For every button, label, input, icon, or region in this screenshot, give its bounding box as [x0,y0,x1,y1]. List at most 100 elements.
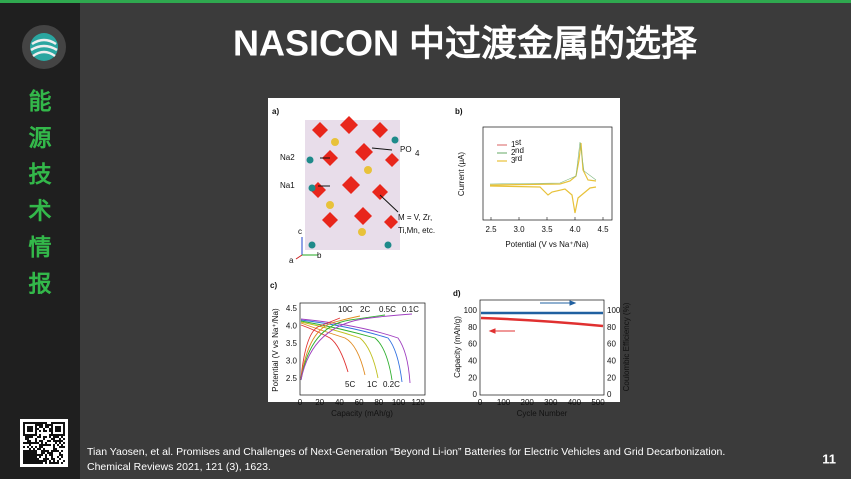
tick-label: 400 [568,398,582,407]
tick-label: 20 [468,373,477,382]
qr-module [35,462,37,464]
qr-module [49,440,51,442]
tick-label: 60 [468,340,477,349]
qr-module [27,458,29,460]
qr-module [47,458,49,460]
qr-module [51,432,53,434]
qr-module [61,462,63,464]
qr-module [35,428,37,430]
qr-module [37,442,39,444]
qr-module [59,458,61,460]
qr-module [31,422,33,424]
qr-module [35,432,37,434]
qr-module [63,430,65,432]
tick-label: 4.5 [286,304,298,313]
qr-module [31,462,33,464]
qr-module [25,458,27,460]
qr-module [37,458,39,460]
tick-label: 0 [473,390,478,399]
qr-module [57,440,59,442]
qr-module [27,436,29,438]
legend-label: rd [515,154,522,163]
tick-label: 4.5 [597,225,609,234]
qr-module [43,448,45,450]
qr-module [33,434,35,436]
qr-module [23,450,25,452]
qr-module [51,452,53,454]
qr-module [63,442,65,444]
qr-module [27,462,29,464]
qr-module [55,426,57,428]
qr-module [61,446,63,448]
qr-module [37,462,39,464]
qr-module [35,438,37,440]
axis-letter: c [298,227,302,236]
axis-letter: b [317,251,322,260]
legend-label: 1 [511,140,516,149]
figure-text: Na2 [280,153,295,162]
qr-module [63,426,65,428]
qr-module [51,434,53,436]
qr-module [23,422,25,424]
legend-label: 2 [511,148,516,157]
qr-module [37,454,39,456]
qr-module [23,446,25,448]
figure: a) Na2 Na1 PO 4 M = V, Zr, Ti,Mn, etc. c b a b) Cur… [268,98,631,418]
qr-module [33,454,35,456]
qr-module [49,434,51,436]
tick-label: 0 [298,398,303,407]
qr-module [43,444,45,446]
qr-module [39,454,41,456]
qr-module [27,452,29,454]
qr-module [25,450,27,452]
qr-module [61,444,63,446]
qr-module [39,430,41,432]
qr-module [23,442,25,444]
qr-module [29,440,31,442]
qr-module [29,462,31,464]
qr-module [45,442,47,444]
axis-label: Potential (V vs Na⁺/Na) [271,308,280,392]
legend-label: 3 [511,156,516,165]
qr-module [35,430,37,432]
qr-module [25,442,27,444]
rate-label: 10C [338,305,353,314]
qr-module [31,430,33,432]
qr-module [51,438,53,440]
qr-module [33,422,35,424]
tick-label: 4.0 [286,322,298,331]
brand-char: 源 [29,125,52,151]
caption-line: Chemical Reviews 2021, 121 (3), 1623. [87,461,271,473]
qr-module [59,442,61,444]
rate-label: 2C [360,305,370,314]
qr-module [55,462,57,464]
panel-label: b) [455,107,463,116]
qr-module [23,462,25,464]
tick-label: 4.0 [569,225,581,234]
qr-module [43,460,45,462]
qr-module [47,452,49,454]
brand-char: 技 [29,161,53,187]
brand-char: 报 [29,271,52,297]
qr-module [39,448,41,450]
qr-module [27,434,29,436]
qr-module [45,456,47,458]
qr-module [37,424,39,426]
qr-module [57,450,59,452]
rate-label: 5C [345,380,355,389]
axis-label: Cycle Number [517,409,568,418]
qr-module [35,426,37,428]
qr-module [31,456,33,458]
qr-module [29,436,31,438]
qr-module [25,454,27,456]
qr-module [41,424,43,426]
axis-label: Current (μA) [457,152,466,197]
qr-module [37,422,39,424]
qr-module [27,438,29,440]
qr-module [49,444,51,446]
qr-module [61,434,63,436]
top-bar [0,0,851,3]
qr-module [45,424,47,426]
brand-char: 情 [29,234,52,260]
qr-module [59,422,61,424]
